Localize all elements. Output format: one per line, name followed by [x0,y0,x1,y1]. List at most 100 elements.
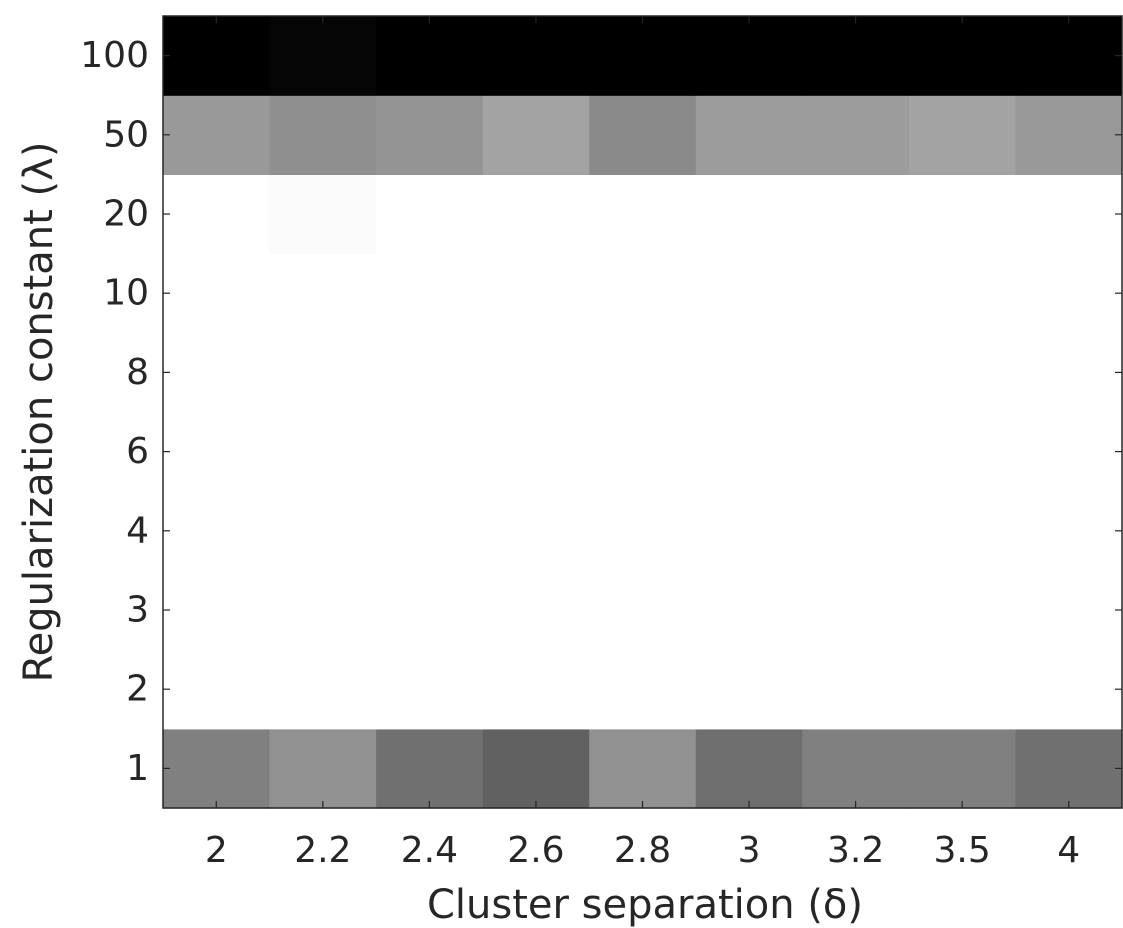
y-tick-label: 3 [126,590,149,631]
heatmap-cell [908,16,1017,96]
heatmap-cell [376,491,484,571]
x-tick-label: 4 [1057,830,1080,871]
heatmap-cell [908,95,1017,175]
x-tick-label: 2.6 [507,830,564,871]
heatmap-cell [269,174,377,255]
heatmap-cell [695,16,803,96]
heatmap-cell [376,649,484,730]
heatmap-cell [695,412,803,492]
heatmap-cell [163,16,271,96]
heatmap-cell [695,253,803,334]
heatmap-cell [163,649,271,730]
heatmap-cell [908,570,1017,651]
heatmap-cell [1015,16,1123,96]
heatmap-cell [1015,253,1123,334]
heatmap-cell [482,491,590,571]
heatmap-cell [695,649,803,730]
heatmap-cell [163,491,271,571]
y-axis-label: Regularization constant (λ) [16,142,62,683]
heatmap-cell [802,16,910,96]
heatmap-cell [1015,649,1123,730]
heatmap-cell [482,332,590,413]
heatmap-cell [163,174,271,255]
heatmap-cell [589,16,697,96]
y-tick-label: 1 [126,748,149,789]
heatmap-cell [589,174,697,255]
x-tick-label: 2.2 [294,830,351,871]
heatmap-cell [802,95,910,175]
x-tick-label: 3.5 [934,830,991,871]
heatmap-cell [908,728,1017,809]
heatmap-cell [376,570,484,651]
y-tick-label: 50 [103,114,149,155]
heatmap-cell [908,332,1017,413]
heatmap-cell [908,253,1017,334]
heatmap-cell [695,728,803,809]
heatmap-cell [1015,412,1123,492]
heatmap-cell [482,728,590,809]
heatmap-cell [802,332,910,413]
heatmap-cell [269,491,377,571]
heatmap-cell [908,491,1017,571]
heatmap-cell [376,253,484,334]
heatmap-cell [908,649,1017,730]
heatmap-cell [589,412,697,492]
axis-ticks [163,16,1122,808]
heatmap-cell [376,412,484,492]
heatmap-cell [589,649,697,730]
heatmap-cell [1015,728,1123,809]
y-tick-label: 2 [126,669,149,710]
heatmap-cells [163,16,1123,809]
heatmap-cell [269,412,377,492]
y-tick-labels: 1 2 3 4 6 8 10 20 50 100 [80,35,149,789]
x-tick-label: 2 [205,830,228,871]
heatmap-cell [163,412,271,492]
heatmap-cell [1015,491,1123,571]
heatmap-cell [802,649,910,730]
heatmap-cell [589,570,697,651]
heatmap-cell [376,16,484,96]
heatmap-cell [802,570,910,651]
heatmap-cell [376,95,484,175]
x-tick-label: 2.4 [401,830,458,871]
heatmap-cell [695,570,803,651]
y-tick-label: 6 [126,431,149,472]
plot-frame [162,15,1123,809]
x-tick-labels: 2 2.2 2.4 2.6 2.8 3 3.2 3.5 4 [205,830,1080,871]
heatmap-cell [695,95,803,175]
heatmap-cell [589,491,697,571]
x-axis-label: Cluster separation (δ) [427,882,863,928]
heatmap-cell [1015,332,1123,413]
heatmap-cell [482,570,590,651]
y-tick-label: 8 [126,352,149,393]
heatmap-cell [695,174,803,255]
heatmap-cell [269,253,377,334]
heatmap-cell [376,728,484,809]
heatmap-cell [802,491,910,571]
heatmap-cell [376,332,484,413]
heatmap-cell [482,16,590,96]
heatmap-cell [163,253,271,334]
heatmap-cell [589,253,697,334]
heatmap-cell [802,174,910,255]
x-tick-label: 3.2 [827,830,884,871]
heatmap-cell [269,649,377,730]
heatmap-cell [482,412,590,492]
heatmap-cell [802,253,910,334]
x-tick-label: 2.8 [614,830,671,871]
heatmap-cell [802,412,910,492]
y-tick-label: 100 [80,35,149,76]
heatmap-cell [163,332,271,413]
heatmap-cell [269,728,377,809]
y-tick-label: 20 [103,194,149,235]
x-tick-label: 3 [738,830,761,871]
heatmap-cell [269,332,377,413]
heatmap-cell [589,332,697,413]
heatmap-cell [1015,570,1123,651]
heatmap-cell [482,649,590,730]
y-tick-label: 4 [126,510,149,551]
heatmap-cell [482,174,590,255]
heatmap-cell [376,174,484,255]
heatmap-cell [269,16,377,96]
